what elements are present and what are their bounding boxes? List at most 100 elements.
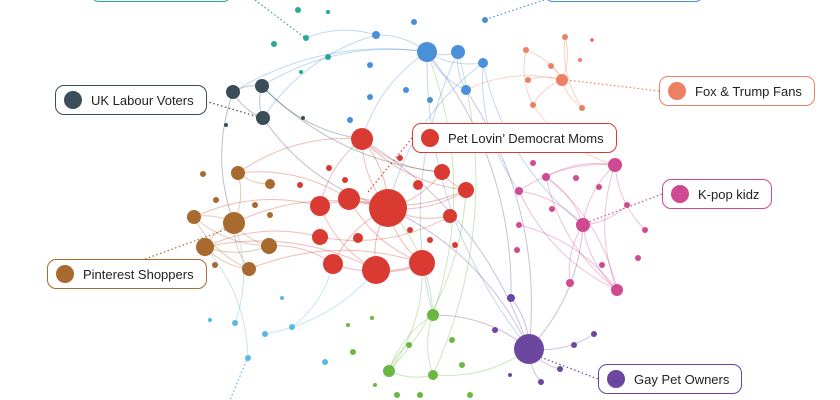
network-node-democrat[interactable] — [351, 128, 373, 150]
network-node-democrat[interactable] — [312, 229, 328, 245]
network-node-labour[interactable] — [301, 116, 305, 120]
label-k-pop-kidz[interactable]: K-pop kidz — [662, 179, 773, 209]
network-node-trump[interactable] — [556, 74, 568, 86]
network-node-kpop[interactable] — [515, 187, 523, 195]
network-node-green[interactable] — [370, 316, 374, 320]
network-node-gaypet[interactable] — [538, 379, 544, 385]
network-node-green[interactable] — [467, 392, 473, 398]
network-node-blue[interactable] — [367, 94, 373, 100]
network-node-lightblue[interactable] — [262, 331, 268, 337]
network-node-democrat[interactable] — [342, 177, 348, 183]
network-node-pinterest[interactable] — [212, 262, 218, 268]
network-node-lightblue[interactable] — [208, 318, 212, 322]
network-node-green[interactable] — [417, 392, 423, 398]
network-node-democrat[interactable] — [323, 254, 343, 274]
network-node-gaypet[interactable] — [508, 373, 512, 377]
network-node-blue[interactable] — [367, 62, 373, 68]
network-node-pinterest[interactable] — [261, 238, 277, 254]
network-node-kpop[interactable] — [566, 279, 574, 287]
network-node-lightblue[interactable] — [322, 359, 328, 365]
network-node-labour[interactable] — [224, 123, 228, 127]
network-node-democrat[interactable] — [397, 155, 403, 161]
network-node-blue[interactable] — [427, 97, 433, 103]
label-gay-pet-owners[interactable]: Gay Pet Owners — [598, 364, 743, 394]
network-node-gaypet[interactable] — [514, 334, 544, 364]
network-node-kpop[interactable] — [611, 284, 623, 296]
network-node-trump[interactable] — [548, 63, 554, 69]
network-node-pinterest[interactable] — [213, 197, 219, 203]
network-node-democrat[interactable] — [458, 182, 474, 198]
network-node-teal[interactable] — [326, 10, 330, 14]
network-node-gaypet[interactable] — [557, 366, 563, 372]
network-node-pinterest[interactable] — [231, 166, 245, 180]
network-node-democrat[interactable] — [452, 242, 458, 248]
network-node-democrat[interactable] — [407, 227, 413, 233]
network-node-democrat[interactable] — [338, 188, 360, 210]
network-node-lightblue[interactable] — [289, 324, 295, 330]
network-node-kpop[interactable] — [542, 173, 550, 181]
network-node-green[interactable] — [449, 337, 455, 343]
network-node-blue[interactable] — [403, 87, 409, 93]
network-node-green[interactable] — [459, 362, 465, 368]
network-node-kpop[interactable] — [573, 175, 579, 181]
network-node-labour[interactable] — [226, 85, 240, 99]
network-node-pinterest[interactable] — [187, 210, 201, 224]
network-node-blue[interactable] — [461, 85, 471, 95]
network-node-teal[interactable] — [299, 70, 303, 74]
network-node-kpop[interactable] — [642, 227, 648, 233]
network-node-democrat[interactable] — [362, 256, 390, 284]
network-node-kpop[interactable] — [624, 202, 630, 208]
network-node-democrat[interactable] — [326, 165, 332, 171]
network-node-pinterest[interactable] — [252, 202, 258, 208]
network-node-blue[interactable] — [478, 58, 488, 68]
network-node-democrat[interactable] — [369, 189, 407, 227]
network-node-democrat[interactable] — [413, 180, 423, 190]
network-node-green[interactable] — [394, 392, 400, 398]
network-node-kpop[interactable] — [596, 184, 602, 190]
label-pet-lovin-democrat-moms[interactable]: Pet Lovin’ Democrat Moms — [412, 123, 617, 153]
network-node-gaypet[interactable] — [507, 294, 515, 302]
network-node-trump[interactable] — [590, 38, 594, 42]
network-node-democrat[interactable] — [434, 164, 450, 180]
network-node-kpop[interactable] — [530, 160, 536, 166]
clipped-label-blue[interactable] — [544, 0, 704, 2]
network-node-green[interactable] — [406, 342, 412, 348]
network-node-green[interactable] — [373, 383, 377, 387]
network-node-green[interactable] — [427, 309, 439, 321]
network-node-lightblue[interactable] — [245, 355, 251, 361]
network-node-trump[interactable] — [525, 77, 531, 83]
network-node-trump[interactable] — [579, 105, 585, 111]
network-node-teal[interactable] — [271, 41, 277, 47]
network-node-gaypet[interactable] — [591, 331, 597, 337]
network-node-green[interactable] — [350, 349, 356, 355]
network-node-trump[interactable] — [578, 58, 582, 62]
network-node-pinterest[interactable] — [267, 212, 273, 218]
network-node-gaypet[interactable] — [571, 342, 577, 348]
network-node-kpop[interactable] — [599, 262, 605, 268]
network-node-kpop[interactable] — [608, 158, 622, 172]
network-node-lightblue[interactable] — [280, 296, 284, 300]
network-node-blue[interactable] — [411, 19, 417, 25]
network-node-teal[interactable] — [325, 54, 331, 60]
network-node-teal[interactable] — [303, 35, 309, 41]
network-node-kpop[interactable] — [635, 255, 641, 261]
network-node-pinterest[interactable] — [223, 212, 245, 234]
network-node-democrat[interactable] — [353, 233, 363, 243]
network-node-labour[interactable] — [256, 111, 270, 125]
network-node-democrat[interactable] — [310, 196, 330, 216]
network-node-labour[interactable] — [255, 79, 269, 93]
network-node-pinterest[interactable] — [265, 179, 275, 189]
network-node-democrat[interactable] — [427, 237, 433, 243]
label-fox-trump-fans[interactable]: Fox & Trump Fans — [659, 76, 815, 106]
network-node-blue[interactable] — [372, 31, 380, 39]
network-node-kpop[interactable] — [516, 222, 522, 228]
network-node-trump[interactable] — [523, 47, 529, 53]
label-pinterest-shoppers[interactable]: Pinterest Shoppers — [47, 259, 207, 289]
network-node-pinterest[interactable] — [242, 262, 256, 276]
network-node-gaypet[interactable] — [492, 327, 498, 333]
network-node-green[interactable] — [346, 323, 350, 327]
network-node-kpop[interactable] — [549, 206, 555, 212]
clipped-label-teal[interactable] — [90, 0, 232, 2]
network-node-lightblue[interactable] — [232, 320, 238, 326]
network-node-kpop[interactable] — [576, 218, 590, 232]
